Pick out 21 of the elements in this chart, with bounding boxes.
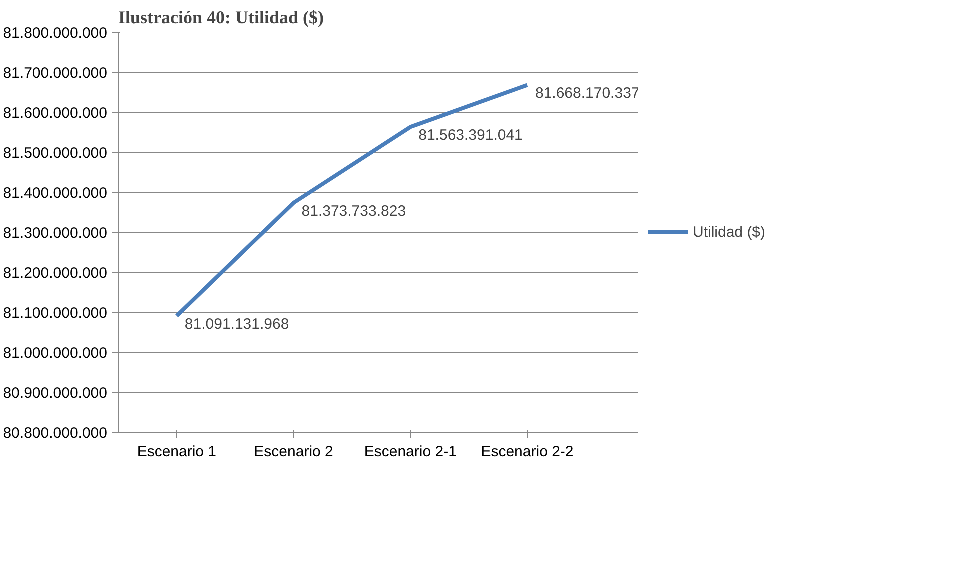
y-tick-label: 81.800.000.000 bbox=[3, 25, 108, 42]
y-tick-label: 81.400.000.000 bbox=[3, 185, 108, 202]
y-tick-label: 81.500.000.000 bbox=[3, 145, 108, 162]
x-tick-label: Escenario 2-2 bbox=[481, 444, 574, 460]
x-tick-label: Escenario 2-1 bbox=[364, 444, 457, 460]
chart-title: Ilustración 40: Utilidad ($) bbox=[118, 8, 324, 28]
y-tick-label: 81.700.000.000 bbox=[3, 65, 108, 82]
legend-label: Utilidad ($) bbox=[693, 224, 766, 240]
y-tick-label: 81.100.000.000 bbox=[3, 305, 108, 322]
x-tick-label: Escenario 1 bbox=[137, 444, 217, 460]
text: 81.091.131.968 bbox=[184, 316, 290, 334]
line-series bbox=[174, 83, 530, 318]
y-tick-label: 81.000.000.000 bbox=[3, 345, 108, 362]
y-tick-label: 80.800.000.000 bbox=[3, 425, 108, 442]
text: 81.563.391.041 bbox=[418, 127, 523, 144]
text: 81.373.733.823 bbox=[302, 203, 406, 220]
y-tick-label: 80.900.000.000 bbox=[3, 385, 108, 402]
y-tick-label: 81.200.000.000 bbox=[3, 265, 108, 282]
y-tick-label: 81.300.000.000 bbox=[3, 225, 108, 242]
y-tick-label: 81.600.000.000 bbox=[3, 105, 108, 122]
x-tick-label: Escenario 2 bbox=[254, 444, 334, 460]
